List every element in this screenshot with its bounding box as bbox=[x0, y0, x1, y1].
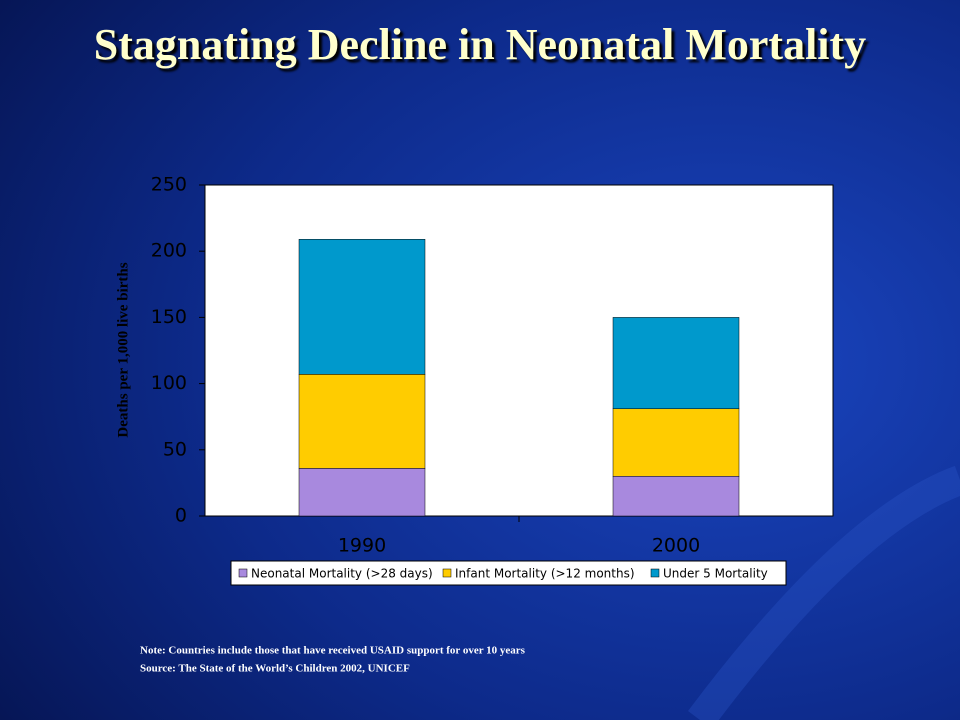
bar-segment bbox=[298, 468, 426, 517]
bar-segment bbox=[298, 239, 426, 375]
y-axis-label: Deaths per 1,000 live births bbox=[115, 262, 131, 437]
legend-label: Infant Mortality (>12 months) bbox=[455, 567, 635, 581]
note: Source: The State of the World’s Childre… bbox=[140, 663, 410, 675]
annotation: 18% decline bbox=[468, 441, 558, 460]
note: Note: Countries include those that have … bbox=[140, 645, 526, 657]
y-tick-label: 100 bbox=[151, 372, 187, 394]
bar-segment bbox=[612, 317, 740, 410]
y-tick-label: 50 bbox=[163, 438, 187, 460]
y-tick-label: 0 bbox=[175, 505, 187, 527]
legend-label: Neonatal Mortality (>28 days) bbox=[251, 567, 433, 581]
bar-segment bbox=[612, 476, 740, 517]
y-tick-label: 150 bbox=[151, 306, 187, 328]
arrow bbox=[432, 461, 608, 477]
legend-swatch bbox=[238, 568, 248, 578]
legend-label: Under 5 Mortality bbox=[663, 567, 768, 581]
y-tick-label: 200 bbox=[151, 240, 187, 262]
decoration bbox=[688, 465, 960, 720]
x-tick-label: 2000 bbox=[652, 535, 700, 557]
chart-title: Stagnating Decline in Neonatal Mortality bbox=[93, 20, 867, 69]
title-box: Stagnating Decline in Neonatal Mortality bbox=[93, 20, 867, 69]
arrow bbox=[432, 364, 607, 401]
legend-swatch bbox=[650, 568, 660, 578]
legend-swatch bbox=[442, 568, 452, 578]
x-tick-label: 1990 bbox=[338, 535, 386, 557]
arrow bbox=[425, 248, 607, 322]
chart: 0 50 100 150 200 250 1990 2000 Neonatal Mortalit… bbox=[151, 174, 787, 586]
y-tick-label: 250 bbox=[151, 174, 187, 196]
bar-segment bbox=[298, 374, 426, 469]
legend-box bbox=[230, 560, 787, 586]
bar-segment bbox=[612, 408, 740, 477]
